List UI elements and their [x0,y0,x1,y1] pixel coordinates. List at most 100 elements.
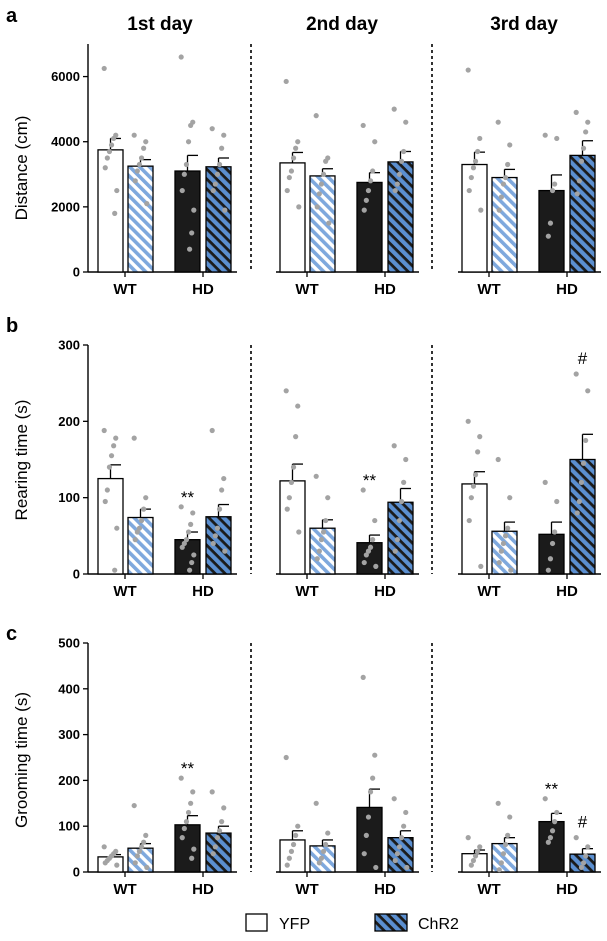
significance-marker: ** [181,759,195,778]
data-point [473,853,478,858]
data-point [469,175,474,180]
data-point [217,507,222,512]
y-tick-label: 2000 [51,199,80,214]
data-point [210,126,215,131]
data-point [552,529,557,534]
data-point [550,828,555,833]
data-point [543,480,548,485]
data-point [321,529,326,534]
data-point [546,568,551,573]
data-point [552,819,557,824]
data-point [499,194,504,199]
data-point [497,560,502,565]
data-point [295,139,300,144]
legend: YFP ChR2 [246,914,459,933]
y-tick-label: 0 [73,265,80,280]
legend-label-chr2: ChR2 [418,916,459,933]
data-point [395,181,400,186]
data-point [401,480,406,485]
significance-marker: ** [363,471,377,490]
data-point [144,865,149,870]
legend-label-yfp: YFP [279,916,310,933]
data-point [189,560,194,565]
data-point [103,499,108,504]
data-point [295,824,300,829]
data-point [585,844,590,849]
data-point [144,201,149,206]
data-point [180,835,185,840]
legend-swatch-yfp [246,914,267,931]
data-point [112,568,117,573]
bar-wt-yfp [280,163,305,272]
group-label-hd: HD [192,281,214,298]
data-point [552,181,557,186]
data-point [293,434,298,439]
data-point [289,168,294,173]
group-label-hd: HD [556,583,578,600]
data-point [317,549,322,554]
data-point [581,461,586,466]
data-point [314,113,319,118]
data-point [137,849,142,854]
data-point [293,833,298,838]
data-point [133,860,138,865]
data-point [109,142,114,147]
bar-wt-chr2 [128,166,153,272]
data-point [395,851,400,856]
data-point [466,835,471,840]
data-point [499,549,504,554]
data-point [141,507,146,512]
data-point [135,168,140,173]
data-point [583,129,588,134]
data-point [466,67,471,72]
data-point [575,510,580,515]
data-point [285,188,290,193]
data-point [372,139,377,144]
data-point [401,149,406,154]
data-point [575,191,580,196]
data-point [323,842,328,847]
data-point [507,814,512,819]
data-point [184,819,189,824]
data-point [287,856,292,861]
bar-wt-yfp [98,479,123,574]
data-point [222,208,227,213]
data-point [186,139,191,144]
data-point [180,188,185,193]
data-point [221,133,226,138]
data-point [496,457,501,462]
data-point [285,507,290,512]
data-point [401,824,406,829]
data-point [317,191,322,196]
data-point [554,136,559,141]
y-tick-label: 0 [73,567,80,582]
data-point [314,801,319,806]
data-point [577,178,582,183]
group-label-wt: WT [477,881,500,898]
data-point [296,204,301,209]
data-point [188,123,193,128]
data-point [111,136,116,141]
bar-wt-chr2 [310,528,335,574]
data-point [215,835,220,840]
data-point [499,860,504,865]
group-label-wt: WT [113,281,136,298]
data-point [477,844,482,849]
data-point [497,208,502,213]
data-point [554,810,559,815]
data-point [473,159,478,164]
y-tick-label: 4000 [51,134,80,149]
panel-letter-b: b [6,315,18,337]
data-point [585,120,590,125]
data-point [507,142,512,147]
data-point [132,803,137,808]
data-point [546,840,551,845]
data-point [186,529,191,534]
data-point [191,847,196,852]
data-point [496,120,501,125]
data-point [191,208,196,213]
data-point [291,155,296,160]
data-point [399,835,404,840]
data-point [548,835,553,840]
data-point [291,465,296,470]
